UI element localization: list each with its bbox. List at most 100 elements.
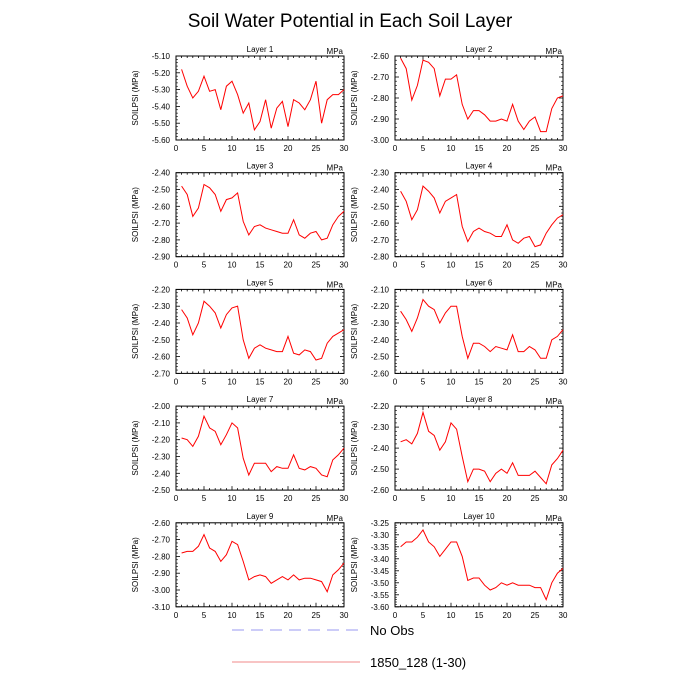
y-tick-label: -3.60 <box>371 603 390 612</box>
x-tick-label: 25 <box>312 261 321 270</box>
panel-grid: Layer 1 MPa SOILPSI (MPa) 0 5 10 15 20 25 30 -5.10… <box>131 45 568 620</box>
x-tick-label: 0 <box>174 261 179 270</box>
x-tick-label: 10 <box>228 611 237 620</box>
y-tick-label: -5.10 <box>152 52 171 61</box>
panel-layer-4: Layer 4 MPa SOILPSI (MPa) 0 5 10 15 20 25 30 -2.30… <box>350 162 568 270</box>
plot-frame <box>394 55 564 141</box>
series-line <box>400 185 564 248</box>
x-tick-label: 0 <box>393 377 398 386</box>
x-tick-label: 5 <box>202 494 207 503</box>
plot-frame <box>394 172 564 258</box>
y-tick-label: -2.40 <box>371 186 390 195</box>
x-tick-label: 25 <box>531 494 540 503</box>
y-tick-label: -3.00 <box>152 586 171 595</box>
panel-title: Layer 1 <box>247 45 274 54</box>
x-tick-label: 15 <box>256 144 265 153</box>
x-tick-label: 15 <box>475 611 484 620</box>
x-tick-label: 15 <box>475 494 484 503</box>
y-tick-label: -2.30 <box>371 169 390 178</box>
x-tick-label: 20 <box>503 611 512 620</box>
x-tick-label: 10 <box>447 377 456 386</box>
panel-layer-10: Layer 10 MPa SOILPSI (MPa) 0 5 10 15 20 25 30 -3.2… <box>350 512 568 620</box>
x-tick-label: 20 <box>503 261 512 270</box>
legend-label-model: 1850_128 (1-30) <box>370 655 466 670</box>
panel-units: MPa <box>546 164 563 173</box>
x-tick-label: 10 <box>228 144 237 153</box>
y-tick-label: -3.55 <box>371 591 390 600</box>
x-tick-label: 5 <box>421 494 426 503</box>
x-tick-label: 0 <box>174 377 179 386</box>
x-tick-label: 15 <box>256 611 265 620</box>
x-tick-label: 30 <box>340 144 349 153</box>
x-tick-label: 15 <box>475 377 484 386</box>
x-tick-label: 5 <box>202 377 207 386</box>
y-tick-label: -2.60 <box>152 202 171 211</box>
y-tick-label: -2.00 <box>152 402 171 411</box>
panel-units: MPa <box>546 397 563 406</box>
y-tick-label: -2.80 <box>371 253 390 262</box>
x-tick-label: 0 <box>393 611 398 620</box>
y-axis-label: SOILPSI (MPa) <box>350 187 359 242</box>
y-tick-label: -2.50 <box>371 465 390 474</box>
panel-units: MPa <box>546 280 563 289</box>
panel-title: Layer 9 <box>247 512 274 521</box>
y-tick-label: -2.60 <box>371 369 390 378</box>
y-tick-label: -2.40 <box>152 319 171 328</box>
y-tick-label: -2.60 <box>152 353 171 362</box>
series-line <box>400 410 564 485</box>
y-axis-label: SOILPSI (MPa) <box>131 70 140 125</box>
x-tick-label: 10 <box>228 377 237 386</box>
x-tick-label: 25 <box>531 611 540 620</box>
y-tick-label: -3.10 <box>152 603 171 612</box>
x-tick-label: 10 <box>447 261 456 270</box>
x-tick-label: 20 <box>503 377 512 386</box>
x-tick-label: 20 <box>503 494 512 503</box>
y-tick-label: -2.50 <box>152 336 171 345</box>
y-axis-label: SOILPSI (MPa) <box>131 420 140 475</box>
panel-units: MPa <box>327 47 344 56</box>
y-tick-label: -2.50 <box>371 353 390 362</box>
y-tick-label: -2.50 <box>152 486 171 495</box>
y-tick-label: -2.60 <box>371 52 390 61</box>
panel-units: MPa <box>327 397 344 406</box>
x-tick-label: 0 <box>174 494 179 503</box>
x-tick-label: 30 <box>340 261 349 270</box>
x-tick-label: 15 <box>256 261 265 270</box>
y-axis-label: SOILPSI (MPa) <box>350 420 359 475</box>
y-tick-label: -5.40 <box>152 102 171 111</box>
x-tick-label: 5 <box>202 261 207 270</box>
x-tick-label: 25 <box>312 494 321 503</box>
series-line <box>181 300 345 361</box>
x-tick-label: 0 <box>174 611 179 620</box>
series-line <box>181 414 345 478</box>
y-tick-label: -2.30 <box>371 423 390 432</box>
panel-units: MPa <box>327 514 344 523</box>
x-tick-label: 5 <box>202 611 207 620</box>
x-tick-label: 15 <box>475 261 484 270</box>
y-tick-label: -2.90 <box>152 253 171 262</box>
y-axis-label: SOILPSI (MPa) <box>350 70 359 125</box>
x-tick-label: 20 <box>284 144 293 153</box>
panel-layer-1: Layer 1 MPa SOILPSI (MPa) 0 5 10 15 20 25 30 -5.10… <box>131 45 349 153</box>
x-tick-label: 20 <box>284 494 293 503</box>
y-tick-label: -2.20 <box>152 285 171 294</box>
panel-title: Layer 7 <box>247 395 274 404</box>
y-tick-label: -2.70 <box>152 219 171 228</box>
y-tick-label: -2.10 <box>152 419 171 428</box>
y-tick-label: -3.45 <box>371 567 390 576</box>
x-tick-label: 20 <box>284 261 293 270</box>
panel-units: MPa <box>327 164 344 173</box>
panel-units: MPa <box>546 514 563 523</box>
y-tick-label: -2.50 <box>371 202 390 211</box>
y-tick-label: -2.10 <box>371 285 390 294</box>
y-tick-label: -3.00 <box>371 136 390 145</box>
panel-layer-9: Layer 9 MPa SOILPSI (MPa) 0 5 10 15 20 25 30 -2.60… <box>131 512 349 620</box>
y-tick-label: -5.20 <box>152 69 171 78</box>
x-tick-label: 25 <box>312 377 321 386</box>
panel-title: Layer 8 <box>466 395 493 404</box>
y-tick-label: -3.25 <box>371 519 390 528</box>
y-tick-label: -2.20 <box>371 302 390 311</box>
series-line <box>400 298 564 360</box>
series-line <box>400 529 564 601</box>
legend-label-no-obs: No Obs <box>370 623 415 638</box>
